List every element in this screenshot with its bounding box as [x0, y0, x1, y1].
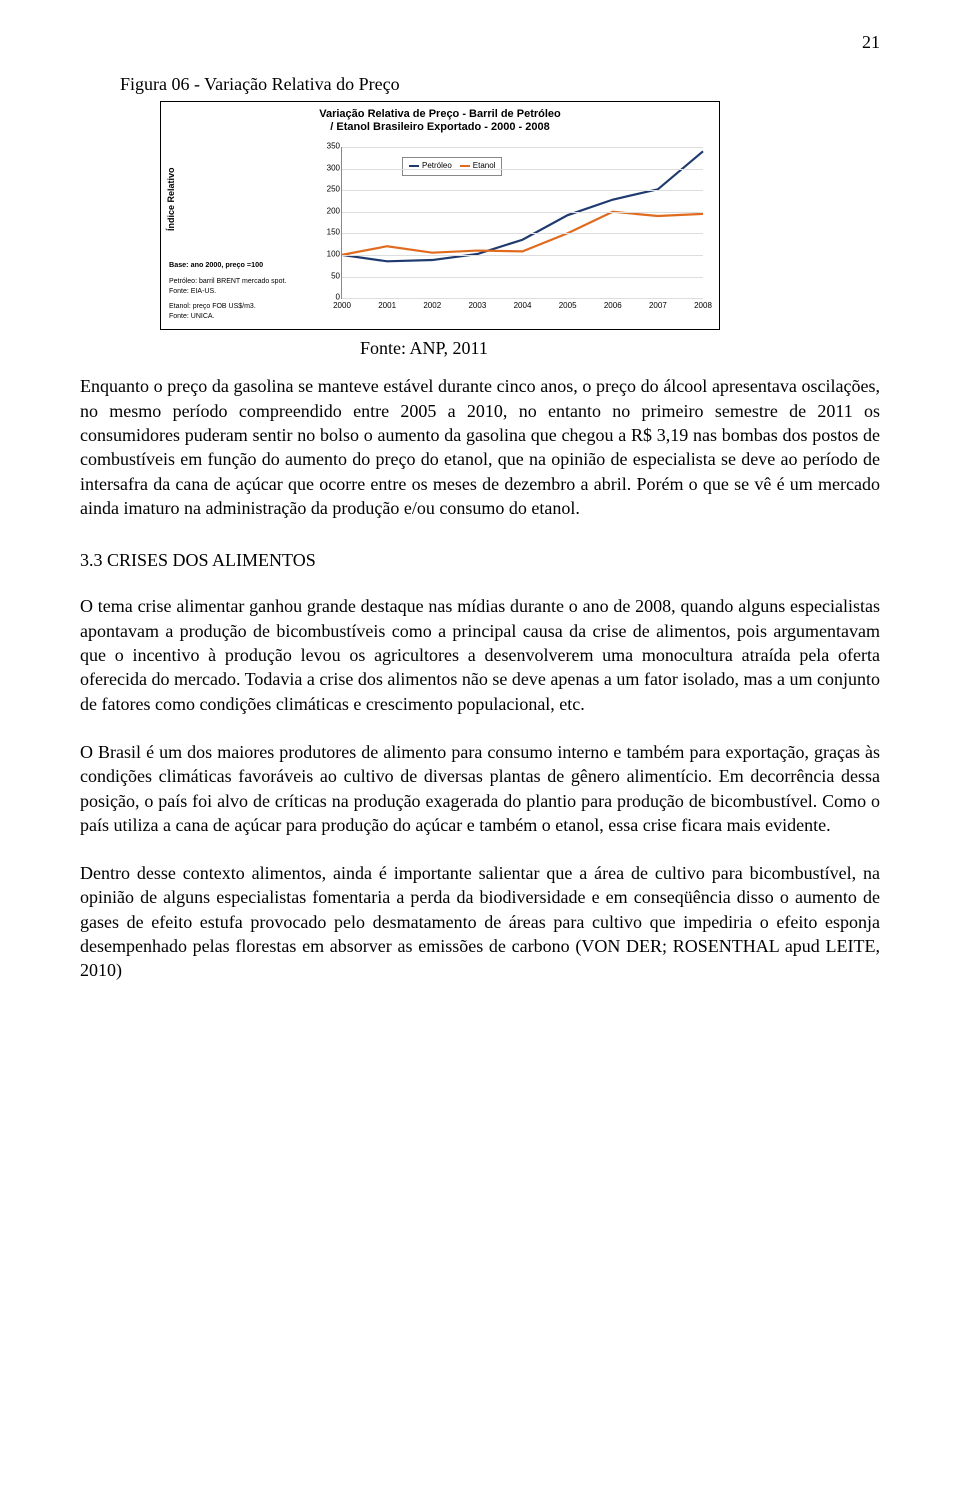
- chart-notes: Base: ano 2000, preço =100 Petróleo: bar…: [169, 260, 286, 321]
- paragraph-2: O tema crise alimentar ganhou grande des…: [80, 594, 880, 715]
- ytick-label: 200: [320, 206, 340, 217]
- xtick-label: 2007: [649, 301, 667, 312]
- chart-note-line: Fonte: UNICA.: [169, 312, 286, 321]
- yaxis-label: Índice Relativo: [165, 168, 177, 232]
- ytick-label: 350: [320, 142, 340, 153]
- xtick-label: 2003: [468, 301, 486, 312]
- figure-label: Figura 06 - Variação Relativa do Preço: [120, 72, 880, 96]
- chart-title-line2: / Etanol Brasileiro Exportado - 2000 - 2…: [330, 121, 549, 133]
- chart-note-line: Etanol: preço FOB US$/m3.: [169, 302, 286, 311]
- xtick-label: 2001: [378, 301, 396, 312]
- page-number: 21: [80, 30, 880, 54]
- xtick-label: 2002: [423, 301, 441, 312]
- chart-plot: Petróleo Etanol 050100150200250300350200…: [319, 141, 711, 321]
- chart-left-panel: Índice Relativo Base: ano 2000, preço =1…: [169, 141, 319, 321]
- xtick-label: 2000: [333, 301, 351, 312]
- chart-body: Índice Relativo Base: ano 2000, preço =1…: [169, 141, 711, 321]
- chart-container: Variação Relativa de Preço - Barril de P…: [160, 101, 720, 331]
- ytick-label: 150: [320, 228, 340, 239]
- chart-title: Variação Relativa de Preço - Barril de P…: [169, 108, 711, 136]
- chart-note-line: Fonte: EIA-US.: [169, 287, 286, 296]
- paragraph-3: O Brasil é um dos maiores produtores de …: [80, 740, 880, 837]
- paragraph-4: Dentro desse contexto alimentos, ainda é…: [80, 861, 880, 982]
- xtick-label: 2006: [604, 301, 622, 312]
- chart-note-line: Petróleo: barril BRENT mercado spot.: [169, 277, 286, 286]
- xtick-label: 2005: [559, 301, 577, 312]
- ytick-label: 100: [320, 250, 340, 261]
- chart-caption: Fonte: ANP, 2011: [360, 336, 880, 360]
- xtick-label: 2004: [514, 301, 532, 312]
- ytick-label: 50: [320, 271, 340, 282]
- chart-title-line1: Variação Relativa de Preço - Barril de P…: [319, 108, 561, 120]
- plot-area: Petróleo Etanol 050100150200250300350200…: [341, 147, 703, 299]
- xtick-label: 2008: [694, 301, 712, 312]
- chart-base-note: Base: ano 2000, preço =100: [169, 260, 286, 270]
- ytick-label: 300: [320, 163, 340, 174]
- ytick-label: 250: [320, 185, 340, 196]
- paragraph-1: Enquanto o preço da gasolina se manteve …: [80, 374, 880, 520]
- section-heading: 3.3 CRISES DOS ALIMENTOS: [80, 548, 880, 572]
- chart-lines-svg: [342, 147, 703, 298]
